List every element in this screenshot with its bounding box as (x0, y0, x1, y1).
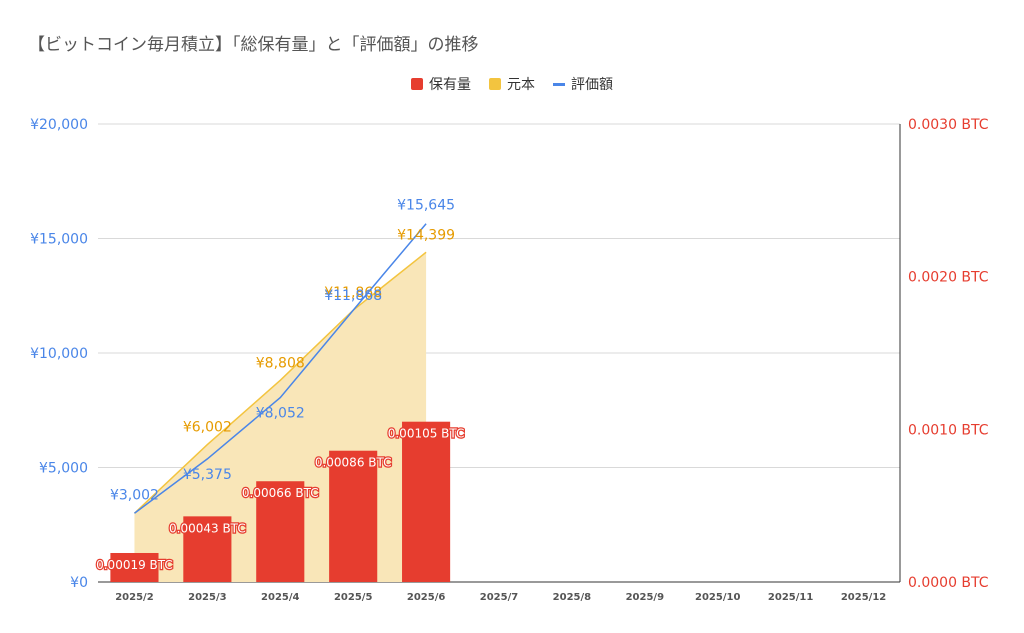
principal-data-label: ¥8,808 (256, 355, 305, 371)
legend-item-principal[interactable]: 元本 (489, 74, 535, 94)
left-axis-tick-label: ¥5,000 (39, 461, 88, 477)
right-axis-tick-label: 0.0020 BTC (908, 270, 989, 286)
left-axis-tick-label: ¥20,000 (30, 117, 88, 133)
legend-item-valuation[interactable]: 評価額 (553, 74, 613, 94)
right-axis-tick-label: 0.0030 BTC (908, 117, 989, 133)
holdings-data-label: 0.00043 BTC (169, 521, 246, 535)
x-axis-tick-label: 2025/7 (480, 592, 518, 603)
legend-label-holdings: 保有量 (429, 77, 471, 93)
x-axis-tick-label: 2025/4 (261, 592, 299, 603)
x-axis-tick-label: 2025/12 (841, 592, 886, 603)
holdings-bar (256, 481, 305, 582)
chart-legend: 保有量 元本 評価額 (0, 74, 1024, 94)
valuation-data-label: ¥5,375 (183, 467, 232, 483)
principal-data-label: ¥6,002 (183, 420, 232, 436)
x-axis-tick-label: 2025/9 (626, 592, 664, 603)
valuation-data-label: ¥15,645 (397, 198, 455, 214)
x-axis-tick-label: 2025/11 (768, 592, 813, 603)
principal-line (133, 251, 427, 514)
holdings-bar (183, 516, 232, 582)
legend-item-holdings[interactable]: 保有量 (411, 74, 471, 94)
holdings-data-label: 0.00105 BTC (388, 427, 465, 441)
right-axis-tick-label: 0.0000 BTC (908, 575, 989, 591)
holdings-bar (329, 450, 378, 582)
legend-swatch-holdings (411, 78, 423, 90)
holdings-bar (402, 421, 451, 582)
legend-label-principal: 元本 (507, 77, 535, 93)
holdings-data-label: 0.00066 BTC (242, 486, 319, 500)
holdings-bar (110, 552, 159, 582)
left-axis-tick-label: ¥0 (70, 575, 88, 591)
valuation-data-label: ¥11,868 (324, 288, 382, 304)
legend-swatch-valuation (553, 82, 565, 86)
valuation-data-label: ¥3,002 (110, 487, 159, 503)
holdings-data-label: 0.00086 BTC (315, 456, 392, 470)
x-axis-tick-label: 2025/6 (407, 592, 445, 603)
x-axis-tick-label: 2025/3 (188, 592, 226, 603)
x-axis-tick-label: 2025/5 (334, 592, 372, 603)
valuation-data-label: ¥8,052 (256, 406, 305, 422)
left-axis-tick-label: ¥10,000 (30, 346, 88, 362)
x-axis-tick-label: 2025/2 (115, 592, 153, 603)
legend-label-valuation: 評価額 (571, 77, 613, 93)
x-axis-tick-label: 2025/8 (553, 592, 591, 603)
right-axis-tick-label: 0.0010 BTC (908, 422, 989, 438)
chart-title: 【ビットコイン毎月積立】「総保有量」と「評価額」の推移 (28, 35, 479, 55)
principal-data-label: ¥11,868 (324, 285, 382, 301)
principal-data-label: ¥14,399 (397, 227, 455, 243)
valuation-line (134, 223, 427, 514)
x-axis-tick-label: 2025/10 (695, 592, 740, 603)
legend-swatch-principal (489, 78, 501, 90)
left-axis-tick-label: ¥15,000 (30, 232, 88, 248)
holdings-data-label: 0.00019 BTC (96, 558, 173, 572)
